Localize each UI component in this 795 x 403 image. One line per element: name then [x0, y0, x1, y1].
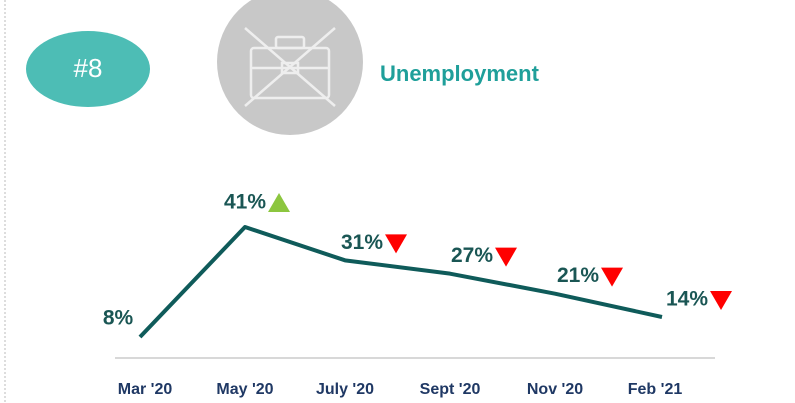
data-label: 14%: [666, 288, 708, 311]
x-tick-label: May '20: [216, 381, 273, 398]
chart-title: Unemployment: [380, 61, 540, 86]
data-label: 8%: [103, 307, 134, 330]
badge: [26, 31, 150, 107]
data-label: 27%: [451, 244, 493, 267]
badge-text: #8: [74, 53, 103, 83]
down-arrow: [601, 267, 624, 287]
down-arrow: [385, 234, 408, 254]
up-arrow: [268, 193, 291, 212]
briefcase-icon: [244, 27, 336, 107]
x-tick-label: Mar '20: [118, 381, 173, 398]
line: [138, 225, 663, 339]
data-label: 31%: [341, 231, 383, 254]
down-arrow: [710, 291, 733, 310]
data-label: 21%: [557, 264, 599, 287]
x-tick-label: July '20: [316, 381, 374, 398]
down-arrow: [495, 247, 518, 267]
x-tick-label: Sept '20: [420, 381, 481, 398]
x-tick-label: Feb '21: [628, 381, 683, 398]
data-label: 41%: [224, 191, 266, 214]
x-tick-label: Nov '20: [527, 381, 583, 398]
